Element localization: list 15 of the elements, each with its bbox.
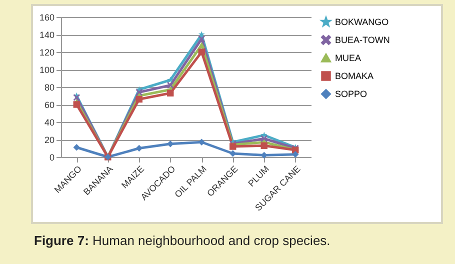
y-tick-label: 20 [44,135,54,145]
y-tick-label: 120 [39,48,54,58]
y-tick-label: 80 [44,82,54,92]
y-tick-label: 40 [44,118,54,128]
legend-label: BOKWANGO [335,17,389,27]
legend-label: MUEA [335,53,362,63]
legend-label: SOPPO [335,89,368,99]
y-tick-label: 140 [39,30,54,40]
y-tick-label: 0 [49,152,54,162]
y-tick-label: 60 [44,100,54,110]
y-tick-label: 160 [39,12,54,22]
text: Figure 7: Human neighbourhood and crop species. [34,233,330,248]
y-tick-label: 100 [39,65,54,75]
legend-label: BOMAKA [335,71,374,81]
legend-label: BUEA-TOWN [335,35,390,45]
